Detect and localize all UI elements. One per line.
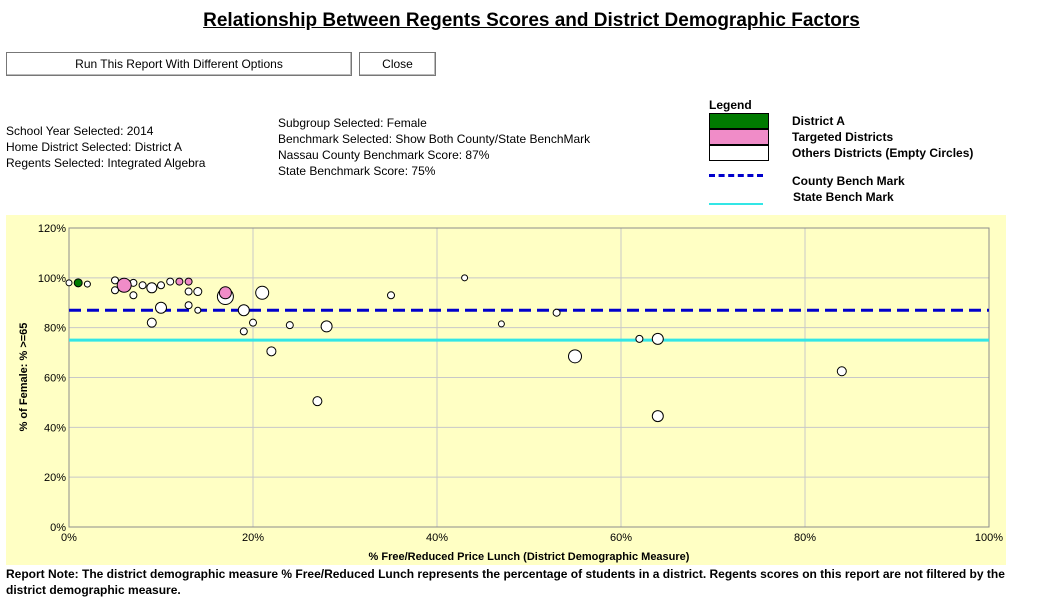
y-tick-label: 20% (44, 472, 66, 484)
other-district-point[interactable] (836, 366, 847, 377)
other-district-point[interactable] (285, 321, 294, 330)
axis-ticks: 0% 20% 40% 60% 80% 100% 0% 20% 40% 60% 80% 100% 120% (38, 223, 1003, 544)
school-year-text: School Year Selected: 2014 (6, 124, 154, 138)
selection-info-right: Subgroup Selected: Female Benchmark Sele… (278, 115, 590, 179)
other-district-point[interactable] (237, 304, 250, 317)
y-tick-label: 120% (38, 223, 66, 235)
x-tick-label: 40% (426, 532, 448, 544)
legend-swatch-others (709, 145, 769, 161)
x-tick-label: 80% (794, 532, 816, 544)
other-district-point[interactable] (184, 287, 193, 296)
scatter-chart: 0% 20% 40% 60% 80% 100% 0% 20% 40% 60% 80% 100% 120%… (6, 215, 1006, 565)
x-tick-label: 0% (61, 532, 77, 544)
targeted-district-point[interactable] (184, 277, 193, 286)
other-district-point[interactable] (312, 396, 323, 407)
other-district-point[interactable] (146, 317, 157, 328)
regents-text: Regents Selected: Integrated Algebra (6, 156, 206, 170)
legend-title: Legend (709, 98, 752, 112)
other-district-point[interactable] (155, 301, 167, 314)
legend-label-county: County Bench Mark (792, 174, 905, 188)
y-tick-label: 40% (44, 422, 66, 434)
y-tick-label: 60% (44, 373, 66, 385)
other-district-point[interactable] (387, 291, 395, 300)
legend-label-others: Others Districts (Empty Circles) (792, 146, 974, 160)
other-district-point[interactable] (461, 274, 469, 282)
other-district-point[interactable] (239, 327, 248, 336)
other-district-point[interactable] (111, 276, 119, 285)
other-district-point[interactable] (184, 301, 193, 310)
district-a-point[interactable] (73, 278, 83, 288)
other-district-point[interactable] (129, 291, 138, 300)
legend-label-state: State Bench Mark (793, 190, 894, 204)
x-tick-label: 100% (975, 532, 1003, 544)
other-district-point[interactable] (166, 277, 175, 286)
benchmark-text: Benchmark Selected: Show Both County/Sta… (278, 132, 591, 146)
other-district-point[interactable] (83, 280, 91, 288)
benchmark-lines (69, 308, 989, 342)
other-district-point[interactable] (266, 346, 277, 357)
other-district-point[interactable] (249, 318, 257, 327)
x-tick-label: 60% (610, 532, 632, 544)
legend-label-targeted: Targeted Districts (792, 130, 894, 144)
page-title: Relationship Between Regents Scores and … (203, 10, 860, 31)
county-score-text: Nassau County Benchmark Score: 87% (278, 148, 490, 162)
y-axis-label: % of Female: % >=65 (18, 323, 30, 432)
x-axis-label: % Free/Reduced Price Lunch (District Dem… (369, 551, 690, 563)
other-district-point[interactable] (651, 410, 664, 423)
other-district-point[interactable] (651, 332, 664, 345)
chart-background (6, 215, 1006, 565)
subgroup-text: Subgroup Selected: Female (278, 116, 427, 130)
targeted-district-point[interactable] (175, 277, 184, 286)
other-district-point[interactable] (111, 286, 119, 295)
data-points (65, 274, 847, 423)
other-district-point[interactable] (146, 282, 158, 294)
legend-swatch-district-a (709, 113, 769, 129)
legend-line-county (709, 174, 763, 177)
close-button[interactable]: Close (359, 52, 436, 76)
y-tick-label: 80% (44, 323, 66, 335)
targeted-district-point[interactable] (116, 277, 132, 293)
other-district-point[interactable] (65, 279, 73, 287)
report-note: Report Note: The district demographic me… (6, 567, 1005, 597)
selection-info-left: School Year Selected: 2014 Home District… (6, 123, 205, 171)
home-district-text: Home District Selected: District A (6, 140, 183, 154)
other-district-point[interactable] (320, 320, 333, 333)
x-tick-label: 20% (242, 532, 264, 544)
targeted-district-point[interactable] (218, 286, 232, 300)
legend-label-district-a: District A (792, 114, 845, 128)
other-district-point[interactable] (497, 320, 505, 328)
other-district-point[interactable] (568, 349, 582, 364)
other-district-point[interactable] (635, 334, 644, 343)
other-district-point[interactable] (255, 285, 270, 300)
legend-swatch-targeted (709, 129, 769, 145)
other-district-point[interactable] (552, 308, 561, 317)
y-tick-label: 100% (38, 273, 66, 285)
other-district-point[interactable] (193, 287, 203, 297)
legend-line-state (709, 203, 763, 205)
run-report-button[interactable]: Run This Report With Different Options (6, 52, 352, 76)
y-tick-label: 0% (50, 522, 66, 534)
other-district-point[interactable] (138, 281, 147, 290)
other-district-point[interactable] (157, 281, 165, 290)
plot-frame (68, 227, 990, 528)
state-score-text: State Benchmark Score: 75% (278, 164, 436, 178)
other-district-point[interactable] (194, 306, 202, 314)
